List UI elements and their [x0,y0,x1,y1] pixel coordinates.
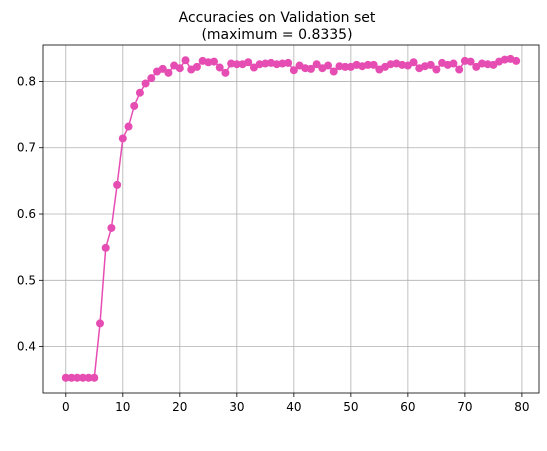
axis-ticks: 0 10 20 30 40 50 60 70 80 0.4 0.5 0.6 0.7 0.8 [17,74,530,414]
data-point [289,66,298,75]
data-point [181,56,190,65]
data-point [61,373,70,382]
data-point [284,58,293,67]
x-tick-label: 30 [229,400,244,414]
data-point [107,223,116,232]
data-point [141,79,150,88]
plot-area-frame [42,44,540,394]
data-point [101,243,110,252]
data-point [78,373,87,382]
x-tick-label: 10 [115,400,130,414]
x-tick-label: 50 [343,400,358,414]
data-point [147,74,156,83]
x-tick-label: 0 [62,400,70,414]
data-point [324,61,333,70]
data-point [96,319,105,328]
data-point [164,68,173,77]
data-point [329,67,338,76]
x-tick-label: 70 [457,400,472,414]
data-point [175,64,184,73]
y-tick-label: 0.8 [17,74,36,88]
data-point [118,134,127,143]
data-point [221,68,230,77]
y-tick-label: 0.4 [17,340,36,354]
data-point [306,64,315,73]
x-tick-label: 20 [172,400,187,414]
data-point [409,58,418,67]
data-point [232,60,241,69]
y-tick-label: 0.6 [17,207,36,221]
data-point [90,373,99,382]
y-tick-label: 0.5 [17,273,36,287]
data-point [432,65,441,74]
y-tick-label: 0.7 [17,141,36,155]
data-point [363,60,372,69]
data-point [455,65,464,74]
data-point [192,62,201,71]
data-point [135,88,144,97]
data-point [341,62,350,71]
series-validation-accuracy [61,54,521,382]
data-point [158,64,167,73]
chart-title-line2: (maximum = 0.8335) [201,27,352,43]
data-point [466,57,475,66]
data-point [215,63,224,72]
data-point [124,122,133,131]
data-point [312,60,321,69]
x-tick-label: 40 [286,400,301,414]
data-point [73,373,82,382]
data-point [67,373,76,382]
grid-lines [43,45,539,393]
data-point [369,60,378,69]
data-point [512,56,521,65]
x-tick-label: 80 [514,400,529,414]
data-point [426,60,435,69]
data-point [130,101,139,110]
x-tick-label: 60 [400,400,415,414]
chart-title-line1: Accuracies on Validation set [179,10,376,26]
data-point [244,58,253,67]
data-point [210,57,219,66]
data-point [113,180,122,189]
data-point [84,373,93,382]
data-point [449,59,458,68]
